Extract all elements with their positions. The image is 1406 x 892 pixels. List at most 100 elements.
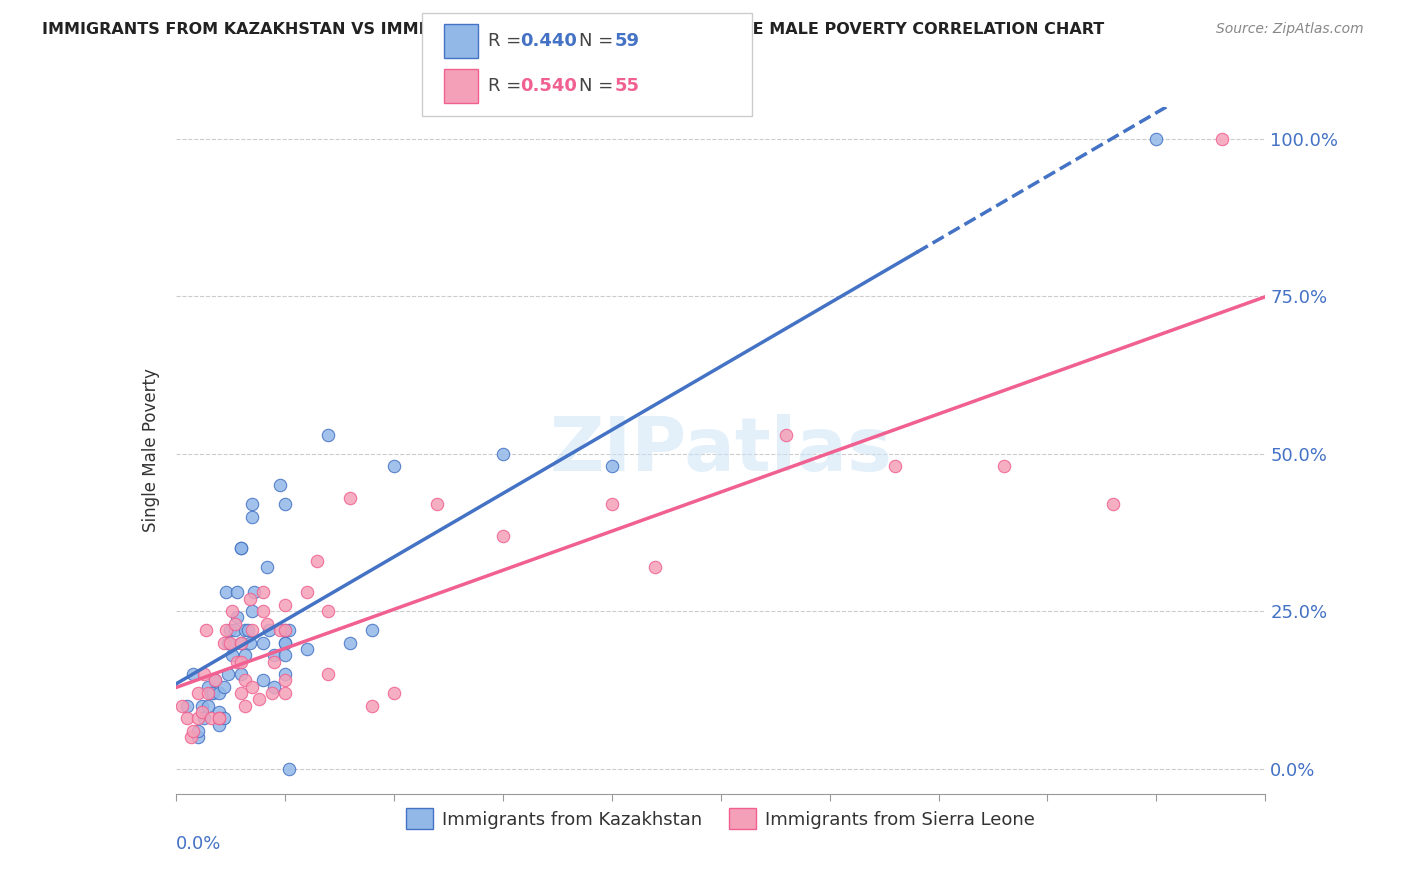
Point: [221, 648, 243, 663]
Point: [208, 705, 231, 719]
Point: [426, 497, 449, 511]
Text: Source: ZipAtlas.com: Source: ZipAtlas.com: [1216, 22, 1364, 37]
Point: [236, 623, 259, 637]
Point: [274, 648, 297, 663]
Point: [235, 698, 257, 713]
Point: [263, 648, 285, 663]
Point: [231, 541, 253, 555]
Point: [231, 686, 253, 700]
Point: [260, 686, 283, 700]
Point: [318, 667, 340, 681]
Point: [239, 591, 262, 606]
Point: [278, 623, 301, 637]
Point: [295, 585, 318, 599]
Point: [193, 711, 215, 725]
Legend: Immigrants from Kazakhstan, Immigrants from Sierra Leone: Immigrants from Kazakhstan, Immigrants f…: [399, 801, 1042, 837]
Point: [269, 623, 291, 637]
Point: [274, 635, 297, 649]
Point: [1211, 131, 1233, 145]
Point: [235, 648, 257, 663]
Point: [186, 711, 209, 725]
Point: [208, 711, 231, 725]
Point: [307, 554, 329, 568]
Point: [278, 762, 301, 776]
Point: [231, 635, 253, 649]
Point: [492, 528, 515, 542]
Point: [181, 723, 204, 738]
Text: ZIPatlas: ZIPatlas: [550, 414, 891, 487]
Point: [225, 610, 247, 624]
Point: [993, 459, 1015, 474]
Point: [256, 560, 278, 574]
Point: [252, 604, 274, 618]
Point: [193, 667, 215, 681]
Point: [231, 541, 253, 555]
Point: [243, 585, 266, 599]
Point: [240, 604, 263, 618]
Point: [600, 459, 623, 474]
Point: [252, 635, 274, 649]
Point: [215, 623, 238, 637]
Point: [259, 623, 281, 637]
Point: [212, 680, 235, 694]
Point: [274, 598, 297, 612]
Point: [186, 730, 209, 744]
Point: [180, 730, 202, 744]
Point: [219, 635, 242, 649]
Point: [775, 427, 797, 442]
Point: [197, 686, 219, 700]
Point: [186, 686, 209, 700]
Point: [186, 723, 209, 738]
Point: [208, 717, 231, 731]
Point: [208, 686, 231, 700]
Point: [1102, 497, 1125, 511]
Point: [215, 585, 238, 599]
Point: [191, 698, 214, 713]
Text: IMMIGRANTS FROM KAZAKHSTAN VS IMMIGRANTS FROM SIERRA LEONE SINGLE MALE POVERTY C: IMMIGRANTS FROM KAZAKHSTAN VS IMMIGRANTS…: [42, 22, 1105, 37]
Text: 55: 55: [614, 77, 640, 95]
Point: [176, 698, 198, 713]
Point: [382, 686, 405, 700]
Point: [274, 635, 297, 649]
Point: [382, 459, 405, 474]
Point: [274, 667, 297, 681]
Point: [1144, 131, 1167, 145]
Point: [274, 623, 297, 637]
Point: [269, 478, 291, 492]
Point: [492, 447, 515, 461]
Point: [197, 698, 219, 713]
Point: [247, 692, 270, 706]
Point: [200, 711, 222, 725]
Text: 0.540: 0.540: [520, 77, 576, 95]
Point: [274, 623, 297, 637]
Point: [339, 635, 361, 649]
Point: [172, 698, 194, 713]
Text: N =: N =: [579, 32, 619, 50]
Point: [274, 673, 297, 688]
Point: [212, 711, 235, 725]
Point: [176, 711, 198, 725]
Point: [256, 616, 278, 631]
Point: [225, 655, 247, 669]
Point: [231, 635, 253, 649]
Point: [208, 711, 231, 725]
Point: [360, 698, 382, 713]
Point: [240, 623, 263, 637]
Point: [240, 680, 263, 694]
Point: [263, 680, 285, 694]
Point: [181, 667, 204, 681]
Text: R =: R =: [488, 32, 527, 50]
Point: [295, 642, 318, 657]
Text: R =: R =: [488, 77, 527, 95]
Point: [224, 623, 246, 637]
Point: [644, 560, 666, 574]
Point: [191, 705, 214, 719]
Point: [224, 616, 246, 631]
Point: [360, 623, 382, 637]
Point: [240, 509, 263, 524]
Point: [239, 635, 262, 649]
Point: [600, 497, 623, 511]
Point: [195, 623, 218, 637]
Point: [231, 655, 253, 669]
Point: [318, 427, 340, 442]
